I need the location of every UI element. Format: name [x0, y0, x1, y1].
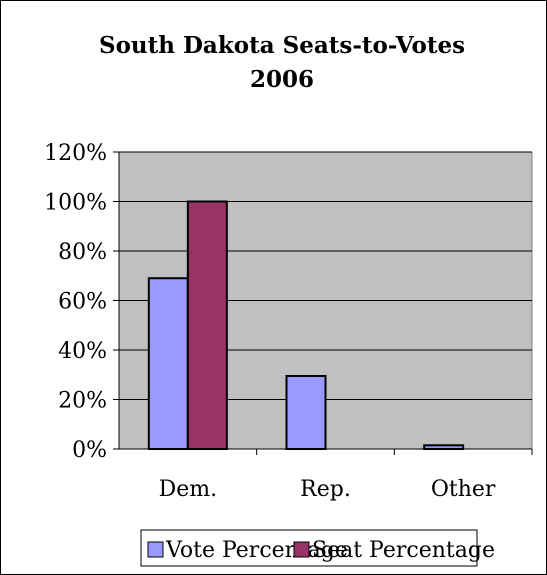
- x-tick-label: Dem.: [159, 477, 218, 502]
- y-tick-label: 80%: [58, 240, 107, 265]
- axes: [113, 151, 533, 455]
- y-tick-label: 40%: [58, 339, 107, 364]
- x-tick-label: Rep.: [300, 477, 351, 502]
- bar: [186, 200, 228, 450]
- y-tick-label: 100%: [44, 191, 107, 216]
- legend-label-seat: Seat Percentage: [312, 538, 495, 563]
- legend-label-vote: Vote Percentage: [165, 538, 348, 563]
- x-tick-labels: Dem. Rep. Other: [159, 477, 496, 502]
- y-tick-label: 20%: [58, 389, 107, 414]
- y-tick-label: 60%: [58, 290, 107, 315]
- x-tick-label: Other: [431, 477, 496, 502]
- bar: [285, 374, 327, 450]
- y-tick-labels: 0% 20% 40% 60% 80% 100% 120%: [44, 141, 107, 463]
- y-tick-label: 0%: [72, 438, 107, 463]
- legend-swatch-seat: [293, 541, 310, 558]
- legend-swatch-vote: [147, 541, 164, 558]
- chart-title-line-2: 2006: [250, 66, 314, 93]
- bars: [147, 200, 465, 451]
- y-tick-label: 120%: [44, 141, 107, 166]
- bar: [147, 277, 189, 450]
- bar: [423, 444, 465, 451]
- chart-title-line-1: South Dakota Seats-to-Votes: [99, 32, 465, 59]
